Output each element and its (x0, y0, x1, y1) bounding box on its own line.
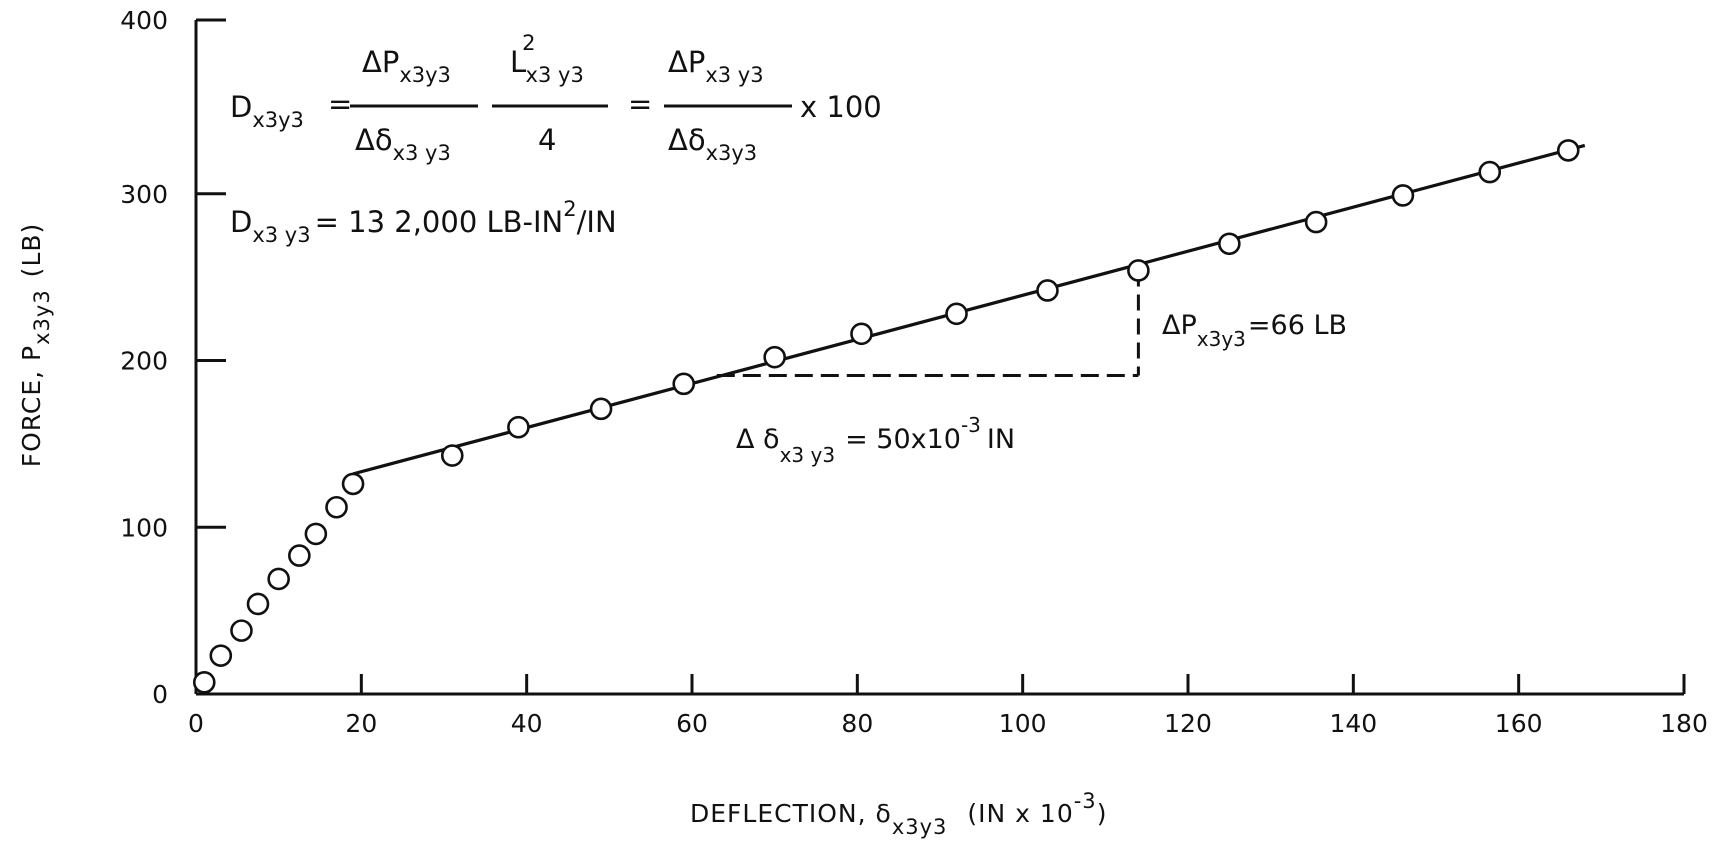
formula-den1: Δδx3 y3 (355, 123, 451, 165)
formula-annotation: Dx3y3 = ΔPx3y3 Δδx3 y3 L2 x3 y3 4 = ΔPx3 … (230, 31, 882, 165)
y-tick-label: 0 (152, 680, 168, 709)
data-point (763, 345, 786, 369)
data-point (246, 592, 270, 616)
data-point (1218, 232, 1241, 256)
x-tick-label: 60 (676, 709, 708, 738)
data-point (325, 495, 348, 519)
fit-line (352, 143, 1586, 476)
formula-lhs: Dx3y3 (230, 90, 304, 132)
data-point (1036, 279, 1059, 302)
x-tick-label: 20 (345, 709, 377, 738)
formula-num2: L2 x3 y3 (510, 31, 584, 87)
data-point (850, 322, 873, 346)
data-point (1478, 160, 1502, 184)
data-point (304, 522, 328, 546)
data-point (507, 415, 530, 439)
formula-eq: = (328, 87, 352, 121)
y-tick-label: 400 (120, 6, 168, 35)
y-tick-label: 100 (120, 513, 168, 542)
data-point (440, 444, 464, 467)
x-tick-label: 180 (1660, 709, 1708, 738)
x-tick-label: 120 (1164, 709, 1212, 738)
slope-triangle (716, 270, 1140, 378)
data-point (1127, 259, 1150, 282)
data-point (589, 397, 613, 421)
data-point (209, 644, 233, 667)
data-point (267, 567, 290, 591)
y-tick-label: 200 (120, 347, 168, 376)
formula-num3: ΔPx3 y3 (668, 45, 764, 87)
data-point (1556, 139, 1580, 162)
data-point (945, 302, 968, 326)
x-tick-label: 160 (1495, 709, 1543, 738)
y-axis-title-text: FORCE, Px3y3(LB) (17, 223, 54, 468)
formula-den3: Δδx3y3 (668, 123, 757, 165)
axis-tick-labels: 0 20 40 60 80 100 120 140 160 180 0 100 200 300 400 (120, 6, 1708, 738)
x-tick-label: 100 (999, 709, 1047, 738)
data-point (672, 372, 696, 396)
x-axis-title: DEFLECTION, δx3y3 (IN x 10-3) (690, 789, 1107, 839)
data-point (192, 671, 216, 694)
y-tick-label: 300 (120, 180, 168, 209)
data-point (1391, 184, 1415, 207)
y-axis-title: FORCE, Px3y3(LB) (17, 223, 54, 468)
delta-p-label: ΔPx3y3=66 LB (1162, 310, 1347, 351)
data-point (341, 472, 365, 496)
x-tick-label: 140 (1329, 709, 1377, 738)
stiffness-result: Dx3 y3 = 13 2,000 LB-IN2/IN (230, 197, 617, 247)
data-point (1304, 210, 1328, 234)
axis-ticks (196, 18, 1686, 694)
x-tick-label: 80 (841, 709, 873, 738)
data-points (192, 139, 1580, 694)
delta-deflection-label: Δ δx3 y3 = 50x10-3 IN (736, 413, 1015, 467)
formula-eq2: = (628, 87, 652, 121)
formula-den2: 4 (538, 123, 556, 157)
formula-mult: x 100 (800, 90, 882, 124)
data-point (288, 544, 311, 567)
x-tick-label: 40 (511, 709, 543, 738)
x-tick-label: 0 (188, 709, 204, 738)
data-point (230, 619, 253, 642)
formula-num1: ΔPx3y3 (362, 45, 451, 87)
